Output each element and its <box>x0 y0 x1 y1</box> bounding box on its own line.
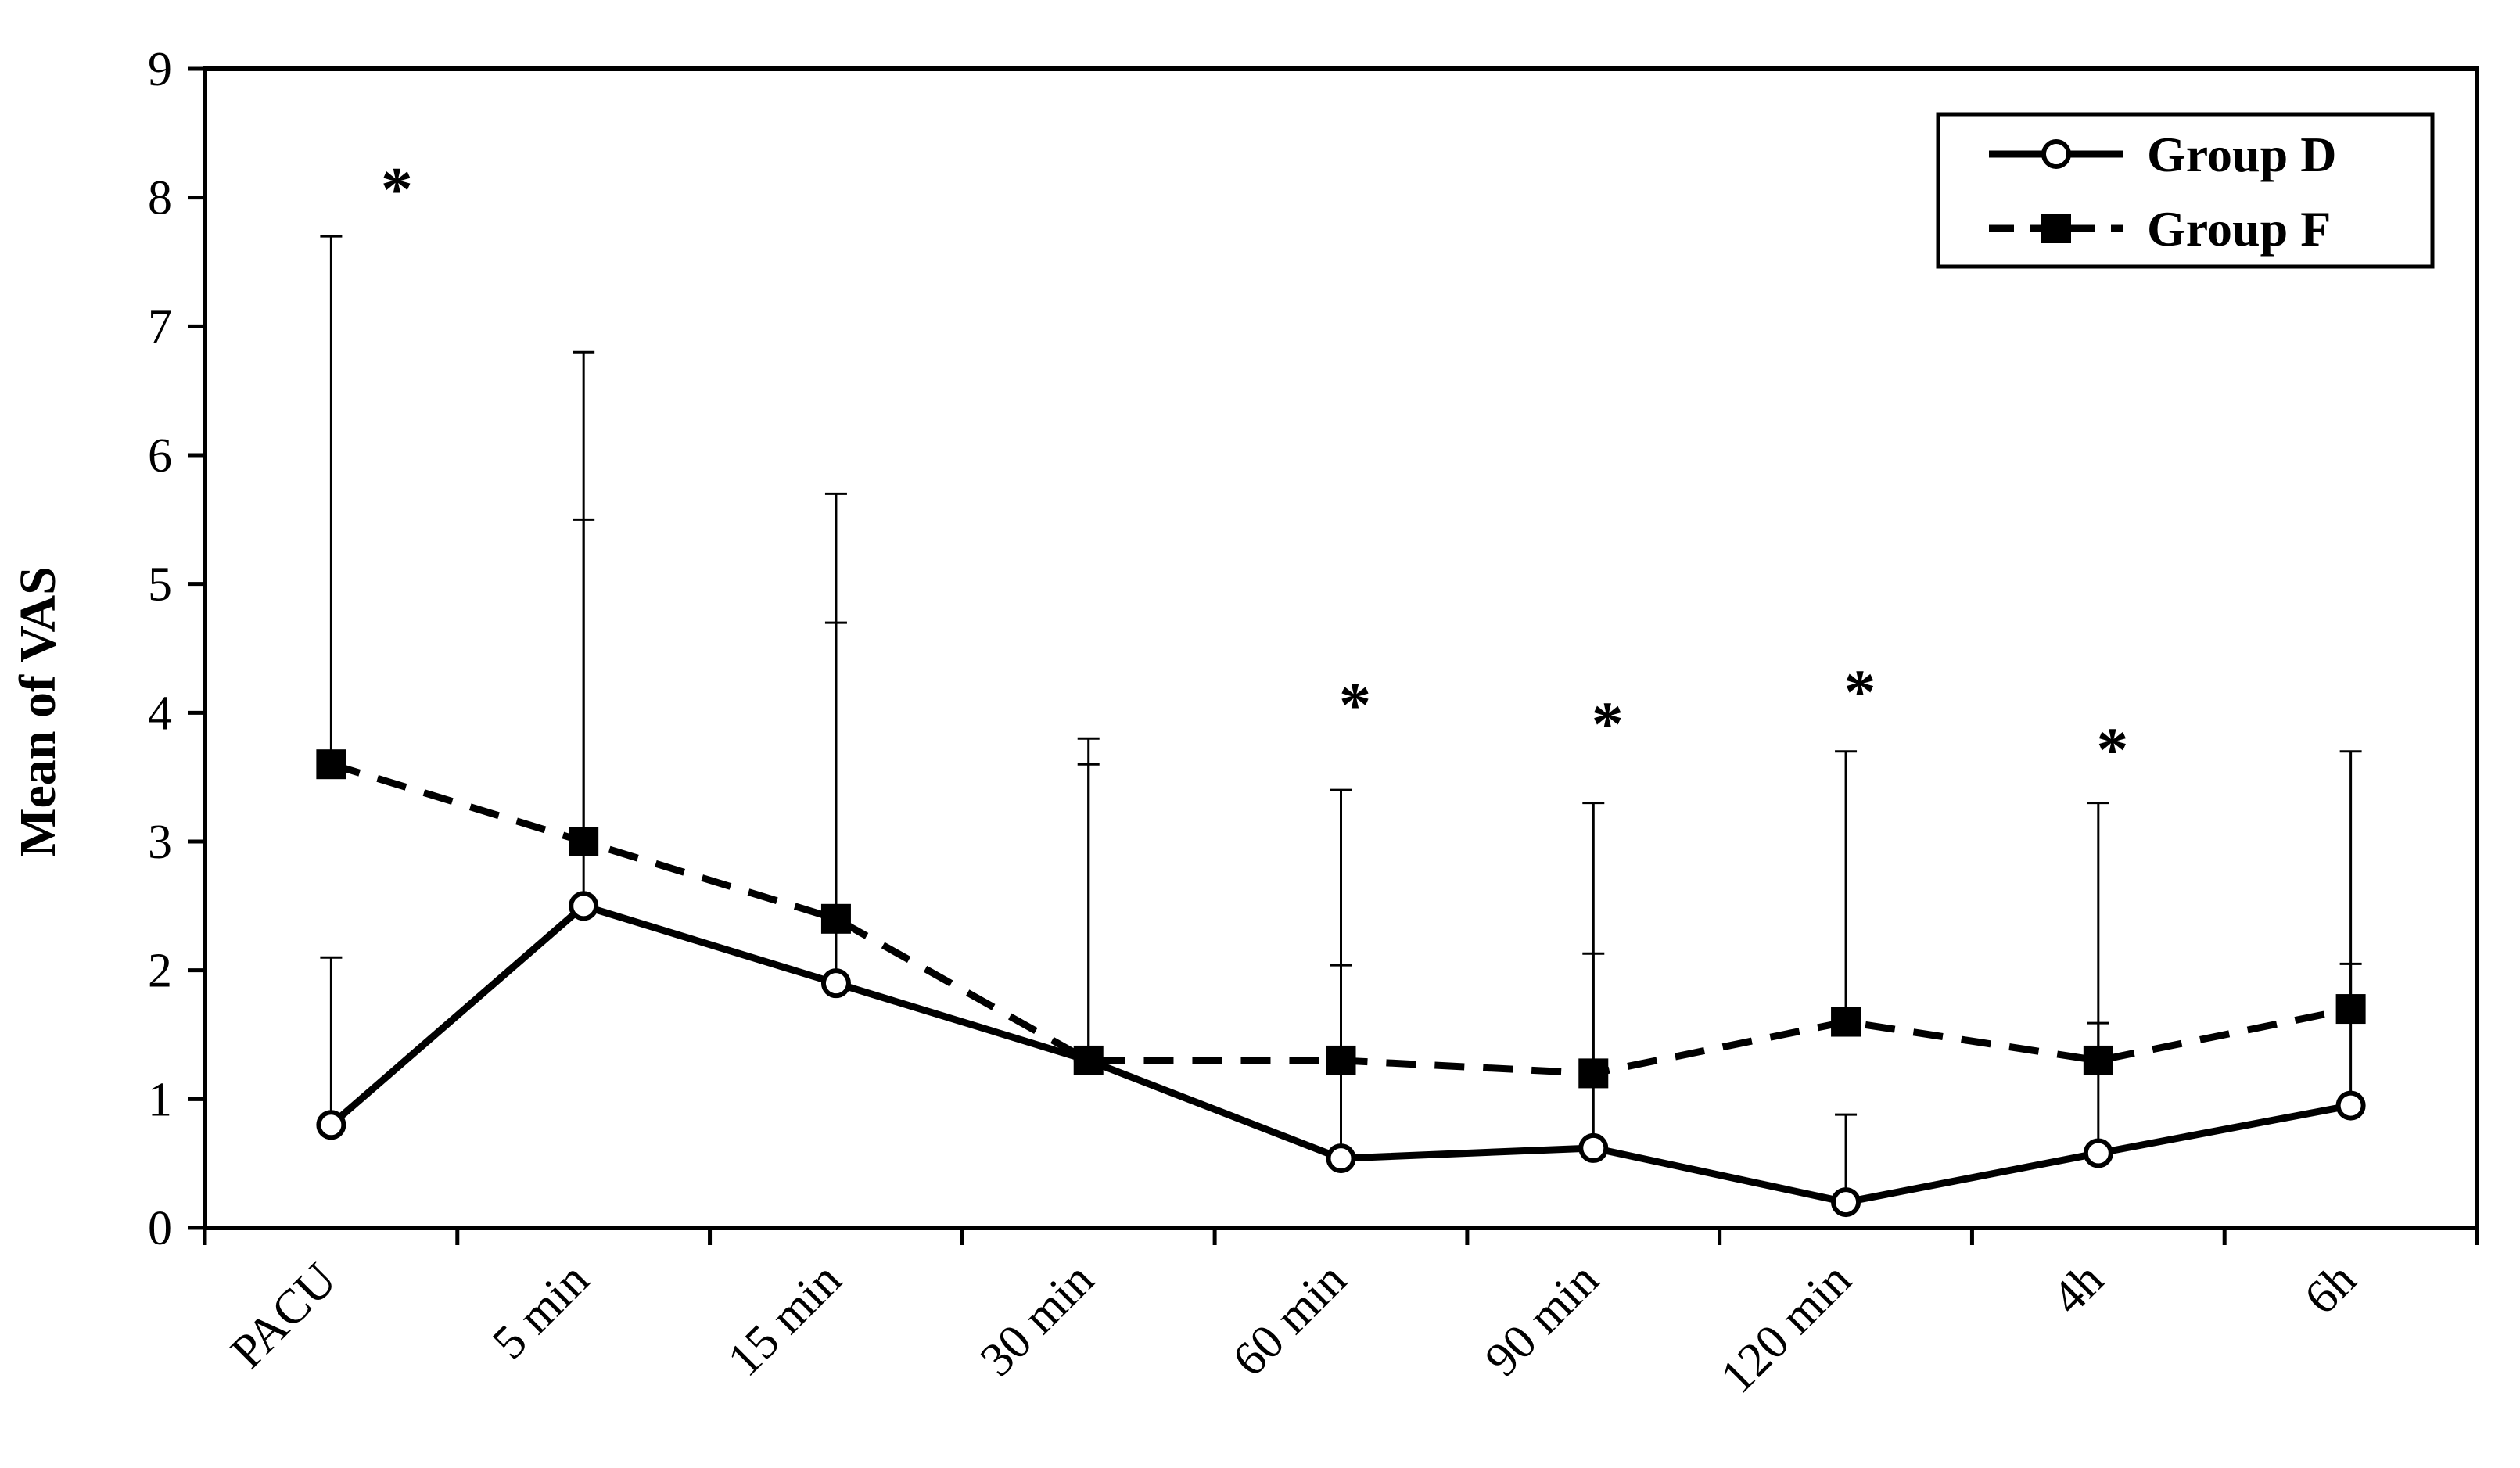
y-tick-label: 3 <box>148 816 172 869</box>
y-axis-title: Mean of VAS <box>9 566 66 857</box>
x-category-label: 120 min <box>1711 1253 1861 1404</box>
plot-area-frame <box>203 66 2479 1230</box>
data-point <box>2083 1045 2113 1075</box>
y-tick-label: 6 <box>148 429 172 483</box>
data-point <box>316 1110 346 1140</box>
significance-asterisk: * <box>2096 714 2128 785</box>
data-point <box>1578 1132 1609 1163</box>
y-tick-label: 4 <box>148 687 172 740</box>
y-tick-label: 2 <box>148 945 172 998</box>
x-category-label: 60 min <box>1222 1253 1356 1387</box>
x-category-label: PACU <box>221 1253 346 1379</box>
legend-marker-swatch <box>2041 214 2071 243</box>
legend-label: Group F <box>2147 201 2331 257</box>
significance-asterisk: * <box>1844 656 1876 727</box>
x-category-label: 30 min <box>971 1253 1104 1387</box>
data-point <box>2335 1090 2366 1121</box>
y-tick-label: 9 <box>148 43 172 96</box>
y-tick-label: 5 <box>148 558 172 612</box>
y-tick-label: 1 <box>148 1073 172 1126</box>
legend: Group D Group F <box>1936 112 2435 269</box>
data-point <box>2335 994 2366 1025</box>
x-category-label: 4h <box>2042 1253 2114 1325</box>
significance-asterisk: * <box>1592 688 1624 759</box>
data-point <box>1326 1045 1356 1075</box>
data-point <box>569 827 599 856</box>
significance-asterisk: * <box>1339 669 1371 740</box>
x-category-label: 90 min <box>1475 1253 1609 1387</box>
data-point <box>820 903 851 934</box>
y-tick-label: 0 <box>148 1202 172 1255</box>
data-point <box>316 749 346 780</box>
data-point <box>2083 1138 2113 1168</box>
data-point <box>1578 1058 1609 1089</box>
x-category-label: 6h <box>2295 1253 2367 1325</box>
y-tick-label: 7 <box>148 300 172 354</box>
data-point <box>1831 1007 1861 1037</box>
data-point <box>1073 1045 1104 1075</box>
data-point <box>569 891 599 921</box>
x-category-label: 5 min <box>483 1253 599 1369</box>
significance-asterisk: * <box>381 154 413 225</box>
legend-marker-swatch <box>2041 139 2071 169</box>
x-category-label: 15 min <box>718 1253 852 1387</box>
data-point <box>1831 1187 1861 1218</box>
legend-box <box>1936 112 2435 269</box>
y-tick-label: 8 <box>148 172 172 225</box>
data-point <box>820 968 851 999</box>
legend-label: Group D <box>2147 127 2336 182</box>
data-point <box>1326 1143 1356 1174</box>
